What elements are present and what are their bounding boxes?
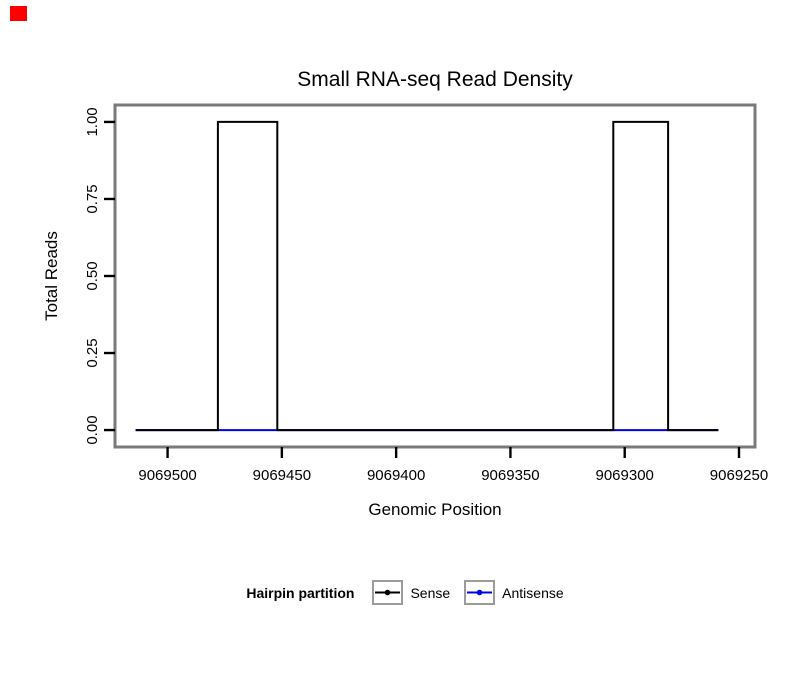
x-tick-label: 9069450: [253, 467, 311, 484]
y-tick-label: 0.00: [84, 415, 101, 444]
x-tick-label: 9069300: [596, 467, 654, 484]
panel-border: [113, 103, 757, 449]
x-tick-label: 9069500: [138, 467, 196, 484]
sense-key-icon: [372, 580, 404, 605]
y-tick-label: 0.75: [84, 184, 101, 213]
chart-title: Small RNA-seq Read Density: [297, 68, 573, 91]
legend-title: Hairpin partition: [246, 584, 355, 601]
y-tick-label: 0.50: [84, 261, 101, 290]
legend-entry-sense: Sense: [372, 580, 450, 605]
x-axis-label: Genomic Position: [368, 500, 502, 519]
legend: Hairpin partition Sense Antisense: [0, 580, 810, 605]
legend-label-antisense: Antisense: [502, 584, 564, 601]
series-sense: [135, 120, 719, 432]
legend-label-sense: Sense: [410, 584, 451, 601]
x-tick-label: 9069350: [481, 467, 539, 484]
y-tick-label: 1.00: [84, 107, 101, 136]
x-tick-label: 9069250: [710, 467, 768, 484]
y-tick-label: 0.25: [84, 338, 101, 367]
antisense-key-icon: [464, 580, 496, 605]
red-marker: [10, 6, 27, 21]
sense-key-point: [385, 589, 391, 596]
legend-entry-antisense: Antisense: [464, 580, 564, 605]
x-tick-label: 9069400: [367, 467, 425, 484]
antisense-key-point: [476, 589, 483, 596]
